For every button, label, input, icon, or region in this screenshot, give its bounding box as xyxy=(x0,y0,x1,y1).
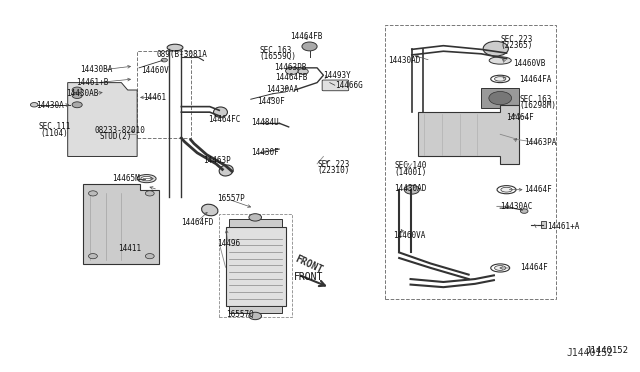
Circle shape xyxy=(123,132,129,136)
Circle shape xyxy=(404,185,419,194)
Text: 08233-82010: 08233-82010 xyxy=(95,126,146,135)
Circle shape xyxy=(31,103,38,107)
Text: 14430F: 14430F xyxy=(251,148,278,157)
Text: 14430F: 14430F xyxy=(257,97,285,106)
Ellipse shape xyxy=(219,165,233,176)
Text: 14460V: 14460V xyxy=(141,66,170,75)
Text: 14464FA: 14464FA xyxy=(519,75,552,84)
Circle shape xyxy=(249,214,262,221)
Ellipse shape xyxy=(491,75,509,83)
Bar xyxy=(481,88,519,109)
Circle shape xyxy=(72,102,82,108)
Text: 14460VB: 14460VB xyxy=(513,59,545,68)
Circle shape xyxy=(302,42,317,51)
Circle shape xyxy=(145,254,154,259)
Text: 14493Y: 14493Y xyxy=(323,71,351,80)
Text: (22365): (22365) xyxy=(500,41,532,50)
Text: 14461+A: 14461+A xyxy=(548,222,580,231)
Text: 16557Q: 16557Q xyxy=(226,310,254,319)
Text: 14484U: 14484U xyxy=(251,118,278,127)
Circle shape xyxy=(88,191,97,196)
Ellipse shape xyxy=(501,187,512,192)
Text: 14461: 14461 xyxy=(143,93,166,102)
Circle shape xyxy=(72,93,82,99)
Polygon shape xyxy=(68,83,137,157)
Text: SEC.140: SEC.140 xyxy=(394,161,426,170)
Ellipse shape xyxy=(141,176,152,181)
Text: (22310): (22310) xyxy=(317,166,349,175)
Text: 14411: 14411 xyxy=(118,244,141,253)
Text: 14464F: 14464F xyxy=(520,263,548,272)
Circle shape xyxy=(483,41,508,56)
Ellipse shape xyxy=(491,264,509,272)
Text: J1440152: J1440152 xyxy=(586,346,628,355)
Polygon shape xyxy=(418,105,519,164)
Text: J1440152: J1440152 xyxy=(567,348,614,358)
Text: SEC.111: SEC.111 xyxy=(38,122,70,131)
Text: 14430AA: 14430AA xyxy=(267,85,299,94)
Text: 14430A: 14430A xyxy=(36,101,64,110)
Text: (16559Q): (16559Q) xyxy=(259,52,296,61)
Circle shape xyxy=(285,67,298,74)
Ellipse shape xyxy=(495,266,506,270)
Text: 14430AC: 14430AC xyxy=(500,202,532,211)
Circle shape xyxy=(489,92,511,105)
Text: 14463P: 14463P xyxy=(204,155,231,165)
Bar xyxy=(228,219,282,227)
Bar xyxy=(541,221,547,228)
Text: SEC.223: SEC.223 xyxy=(500,35,532,44)
Polygon shape xyxy=(83,184,159,263)
Ellipse shape xyxy=(497,186,516,194)
Text: SEC.163: SEC.163 xyxy=(259,46,291,55)
Text: 14460VA: 14460VA xyxy=(393,231,425,240)
Text: 14464FC: 14464FC xyxy=(209,115,241,124)
Circle shape xyxy=(88,254,97,259)
Circle shape xyxy=(72,87,82,93)
Circle shape xyxy=(249,312,262,320)
Circle shape xyxy=(161,58,168,62)
Circle shape xyxy=(520,209,528,213)
Text: (16298M): (16298M) xyxy=(519,101,556,110)
Circle shape xyxy=(145,191,154,196)
Text: 14430AD: 14430AD xyxy=(388,56,420,65)
Text: 14464FB: 14464FB xyxy=(275,73,307,81)
Text: SEC.163: SEC.163 xyxy=(519,95,552,104)
Text: 14430AB: 14430AB xyxy=(67,89,99,98)
FancyBboxPatch shape xyxy=(322,80,349,91)
Text: 14464F: 14464F xyxy=(506,113,534,122)
Text: 14430AD: 14430AD xyxy=(394,184,426,193)
Text: 14464F: 14464F xyxy=(524,185,552,194)
Ellipse shape xyxy=(495,77,506,81)
Text: FRONT: FRONT xyxy=(293,254,324,276)
Text: 14496: 14496 xyxy=(218,239,241,248)
Text: SEC.223: SEC.223 xyxy=(317,160,349,169)
Text: (1104): (1104) xyxy=(40,129,68,138)
Text: 14465M: 14465M xyxy=(112,174,140,183)
Ellipse shape xyxy=(167,44,183,51)
Text: 14464FB: 14464FB xyxy=(291,32,323,41)
Text: 14461+B: 14461+B xyxy=(76,78,108,87)
Bar xyxy=(228,306,282,313)
Ellipse shape xyxy=(137,174,156,183)
Text: 14466G: 14466G xyxy=(335,81,362,90)
Text: 16557P: 16557P xyxy=(218,195,245,203)
Circle shape xyxy=(298,68,308,74)
Ellipse shape xyxy=(489,57,511,64)
Ellipse shape xyxy=(214,107,227,117)
Text: STUD(2): STUD(2) xyxy=(99,132,132,141)
Text: 14430BA: 14430BA xyxy=(80,65,113,74)
Text: (14001): (14001) xyxy=(394,168,426,177)
Text: 14463PB: 14463PB xyxy=(274,63,307,72)
Ellipse shape xyxy=(202,204,218,216)
Text: 14464FD: 14464FD xyxy=(181,218,214,227)
Bar xyxy=(225,227,285,306)
Text: FRONT: FRONT xyxy=(294,272,323,282)
Text: 089(B-3081A: 089(B-3081A xyxy=(156,51,207,60)
Text: 14463PA: 14463PA xyxy=(524,138,557,147)
